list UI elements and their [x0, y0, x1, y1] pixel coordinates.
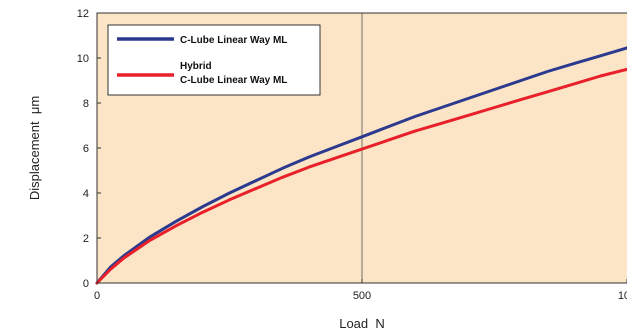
x-tick-label: 100 — [618, 290, 627, 302]
series-line-2 — [95, 67, 627, 285]
legend: C-Lube Linear Way ML Hybrid C-Lube Linear … — [107, 24, 321, 96]
legend-label-2: Hybrid — [180, 61, 212, 72]
y-axis: 0 2 4 6 8 10 12 — [77, 8, 101, 290]
series-layer — [95, 46, 627, 285]
x-axis: 0 500 100 — [94, 279, 627, 302]
x-tick-label: 500 — [353, 290, 371, 302]
y-tick-label: 2 — [83, 233, 89, 245]
y-tick-label: 6 — [83, 143, 89, 155]
y-tick-label: 8 — [83, 98, 89, 110]
y-tick-label: 4 — [83, 188, 89, 200]
legend-box — [107, 24, 321, 96]
x-axis-label: Load N — [339, 316, 385, 331]
y-tick-label: 12 — [77, 8, 89, 20]
series-line-1 — [95, 46, 627, 285]
legend-label-2: C-Lube Linear Way ML — [180, 75, 287, 86]
y-axis-label: Displacement μm — [27, 96, 42, 200]
y-tick-label: 10 — [77, 53, 89, 65]
legend-label-1: C-Lube Linear Way ML — [180, 35, 287, 46]
y-tick-label: 0 — [83, 278, 89, 290]
x-tick-label: 0 — [94, 290, 100, 302]
